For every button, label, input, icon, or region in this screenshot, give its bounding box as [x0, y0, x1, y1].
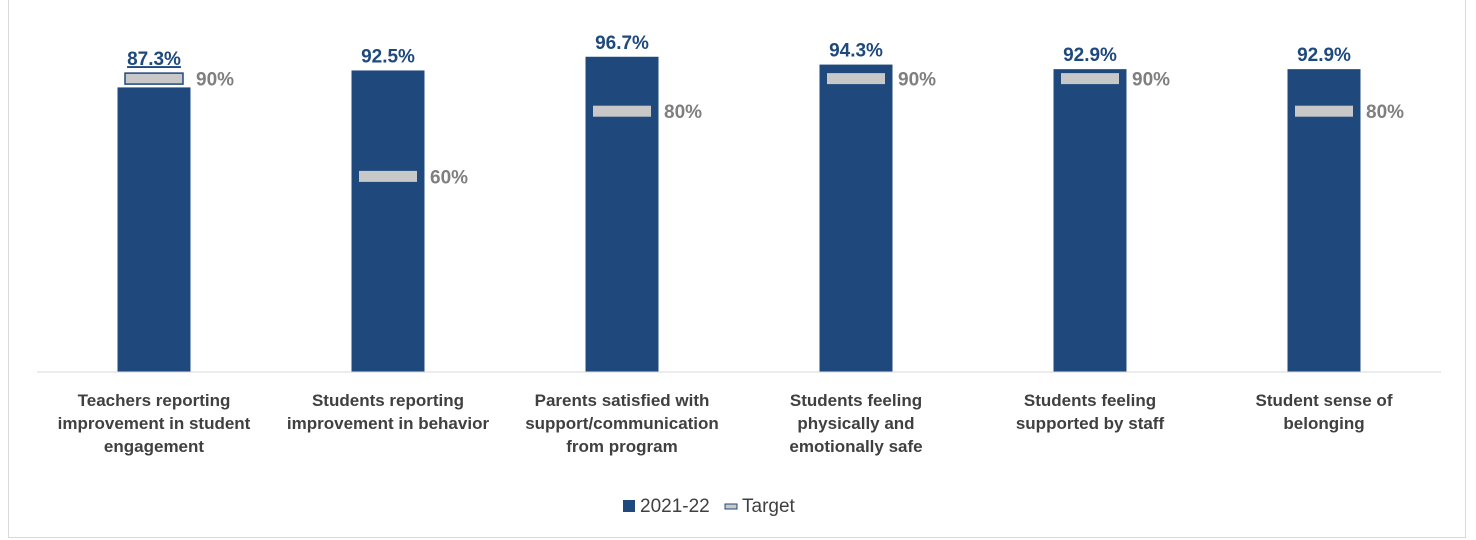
bar-value-label: 92.9% [1297, 45, 1351, 66]
target-marker [124, 72, 184, 85]
target-marker [359, 170, 417, 182]
category-label: physically and [797, 414, 914, 433]
category-label: Teachers reporting [78, 391, 231, 410]
category-label: improvement in behavior [287, 414, 490, 433]
category-label: Students feeling [790, 391, 922, 410]
bar-value-label: 94.3% [829, 41, 883, 62]
category-label: belonging [1283, 414, 1364, 433]
target-marker [1295, 105, 1353, 117]
target-value-label: 80% [664, 102, 702, 123]
target-value-label: 90% [898, 70, 936, 91]
bar-value-label: 92.5% [361, 46, 415, 67]
category-label: engagement [104, 437, 204, 456]
legend-label-2021-22: 2021-22 [640, 496, 710, 517]
bar-value-label: 96.7% [595, 33, 649, 54]
bar-2021-22 [585, 56, 659, 373]
target-marker [1061, 73, 1119, 85]
bar-2021-22 [819, 64, 893, 372]
target-value-label: 60% [430, 167, 468, 188]
category-label: Student sense of [1256, 391, 1393, 410]
target-value-label: 90% [196, 70, 234, 91]
category-label: from program [566, 437, 677, 456]
bar-2021-22 [117, 87, 191, 372]
bar-chart: 87.3% 90% Teachers reporting improvement in… [37, 33, 1441, 517]
legend-label-target: Target [742, 496, 796, 517]
bar-value-label: 87.3% [127, 49, 181, 70]
target-value-label: 80% [1366, 102, 1404, 123]
bar-2021-22 [1287, 69, 1361, 373]
category-label: supported by staff [1016, 414, 1165, 433]
bar-2021-22 [1053, 69, 1127, 373]
category-label: support/communication [525, 414, 719, 433]
target-value-label: 90% [1132, 70, 1170, 91]
target-marker [827, 73, 885, 85]
category-label: Students reporting [312, 391, 464, 410]
category-label: Parents satisfied with [535, 391, 710, 410]
category-label: improvement in student [58, 414, 251, 433]
legend-swatch-target [724, 503, 738, 510]
bar-2021-22 [351, 70, 425, 372]
category-label: Students feeling [1024, 391, 1156, 410]
bar-value-label: 92.9% [1063, 45, 1117, 66]
legend-swatch-2021-22 [623, 500, 635, 512]
target-marker [593, 105, 651, 117]
category-label: emotionally safe [789, 437, 922, 456]
chart-frame: 87.3% 90% Teachers reporting improvement in… [8, 0, 1466, 538]
